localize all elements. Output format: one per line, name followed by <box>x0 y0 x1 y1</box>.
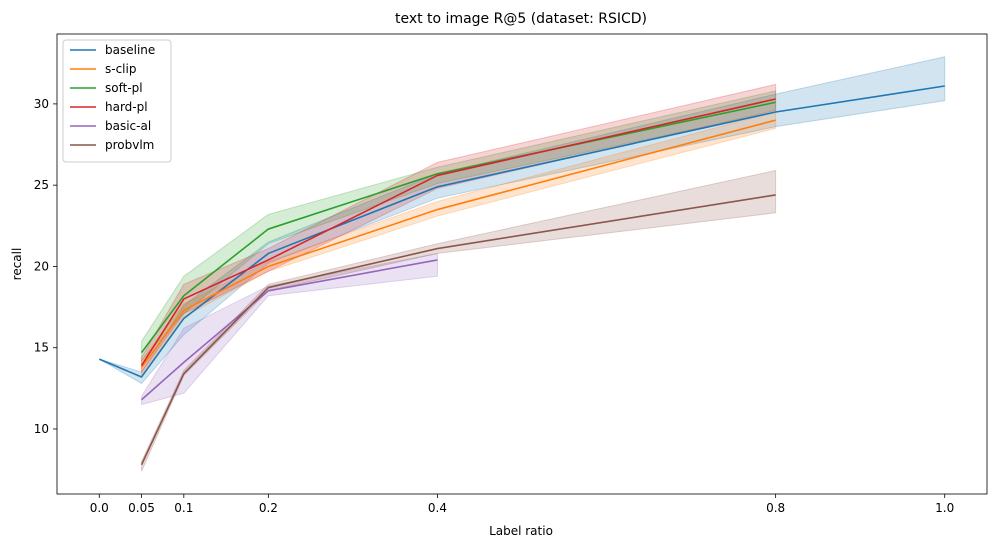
legend: baseline s-clip soft-pl hard-pl basic-al prob… <box>62 39 172 163</box>
y-tick-label: 20 <box>34 259 49 273</box>
x-tick-label: 0.0 <box>90 501 109 515</box>
band-baseline <box>99 56 946 385</box>
legend-label-basic-al: basic-al <box>105 119 151 133</box>
band-basic-al <box>141 252 438 406</box>
x-tick-label: 0.1 <box>174 501 193 515</box>
confidence-bands <box>99 56 946 472</box>
legend-label-soft-pl: soft-pl <box>105 81 143 95</box>
plot-frame <box>56 33 988 495</box>
line-probvlm <box>140 194 776 466</box>
x-tick-label: 0.4 <box>428 501 447 515</box>
legend-label-probvlm: probvlm <box>105 138 154 152</box>
series-lines <box>98 85 945 466</box>
line-hard-pl <box>140 98 776 367</box>
y-axis: 10 15 20 25 30 <box>34 97 57 436</box>
chart-title: text to image R@5 (dataset: RSICD) <box>395 11 647 27</box>
x-tick-label: 0.8 <box>766 501 785 515</box>
band-probvlm <box>141 169 777 472</box>
y-tick-label: 30 <box>34 97 49 111</box>
line-baseline <box>98 85 945 378</box>
y-axis-label: recall <box>10 248 24 281</box>
y-tick-label: 10 <box>34 422 49 436</box>
legend-label-hard-pl: hard-pl <box>105 100 148 114</box>
x-axis: 0.0 0.05 0.1 0.2 0.4 0.8 1.0 <box>90 494 954 515</box>
legend-label-baseline: baseline <box>105 43 155 57</box>
x-tick-label: 0.2 <box>259 501 278 515</box>
y-tick-label: 25 <box>34 178 49 192</box>
line-basic-al <box>141 259 438 401</box>
x-tick-label: 1.0 <box>935 501 954 515</box>
legend-box <box>62 39 172 163</box>
y-tick-label: 15 <box>34 341 49 355</box>
line-s-clip <box>140 119 776 368</box>
x-axis-label: Label ratio <box>489 524 553 538</box>
x-tick-label: 0.05 <box>128 501 155 515</box>
legend-label-s-clip: s-clip <box>105 62 136 76</box>
